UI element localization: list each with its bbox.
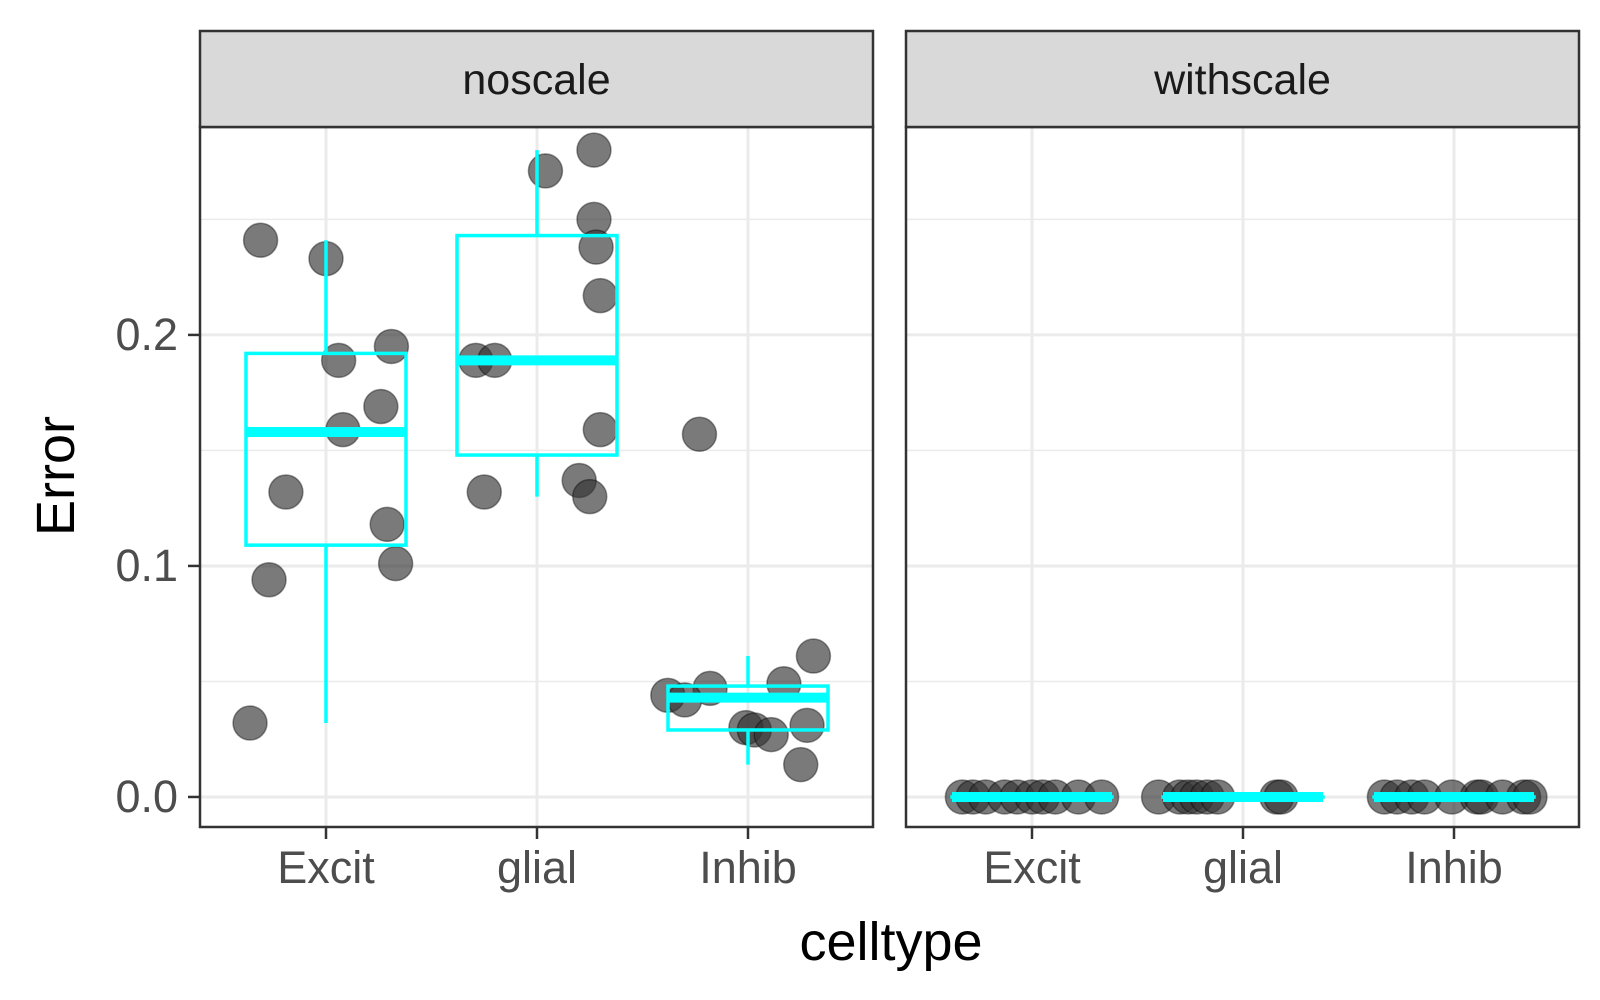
panel-noscale: noscale Excit glial Inhib 0.0 0.1 0.2	[115, 29, 875, 893]
panel-withscale: withscale Excit glial Inhib	[904, 29, 1581, 893]
x-tick-label: Excit	[277, 842, 375, 893]
y-axis-title: Error	[26, 416, 86, 536]
facet-strip-label: noscale	[462, 56, 610, 104]
data-point-Excit	[268, 474, 304, 510]
data-point-glial	[572, 478, 608, 515]
x-tick-label: glial	[1203, 842, 1283, 893]
data-point-glial	[466, 474, 502, 510]
y-tick-label: 0.2	[115, 309, 178, 360]
data-point-Excit	[377, 545, 414, 582]
data-point-Excit	[232, 705, 268, 741]
data-point-Excit	[363, 388, 399, 425]
data-point-Inhib	[783, 746, 819, 783]
data-point-glial	[576, 132, 612, 168]
data-point-Inhib	[681, 416, 718, 453]
data-point-Inhib	[753, 716, 789, 753]
facet-strip-label: withscale	[1153, 56, 1331, 104]
data-point-Excit	[242, 222, 279, 258]
data-point-glial	[527, 153, 564, 189]
data-point-Inhib	[789, 707, 825, 744]
y-tick-label: 0.0	[115, 771, 178, 822]
data-point-Excit	[251, 562, 287, 598]
y-tick-label: 0.1	[115, 540, 178, 591]
data-point-glial	[582, 411, 619, 448]
data-point-glial	[578, 229, 614, 265]
x-tick-label: Inhib	[1405, 842, 1503, 893]
facet-strip	[198, 29, 875, 129]
box-glial	[455, 233, 619, 457]
x-axis-title: celltype	[799, 912, 982, 972]
box-Inhib	[666, 684, 830, 732]
data-point-glial	[582, 277, 619, 314]
facet-strip	[904, 29, 1581, 129]
data-point-Excit	[369, 506, 405, 543]
data-point-Excit	[373, 328, 410, 365]
x-tick-label: glial	[497, 842, 577, 893]
data-point-Inhib	[795, 638, 832, 674]
x-tick-label: Excit	[983, 842, 1081, 893]
box-Excit	[244, 351, 408, 547]
x-tick-label: Inhib	[699, 842, 797, 893]
panels-layer: noscale Excit glial Inhib 0.0 0.1 0.2 withscale…	[115, 29, 1581, 893]
